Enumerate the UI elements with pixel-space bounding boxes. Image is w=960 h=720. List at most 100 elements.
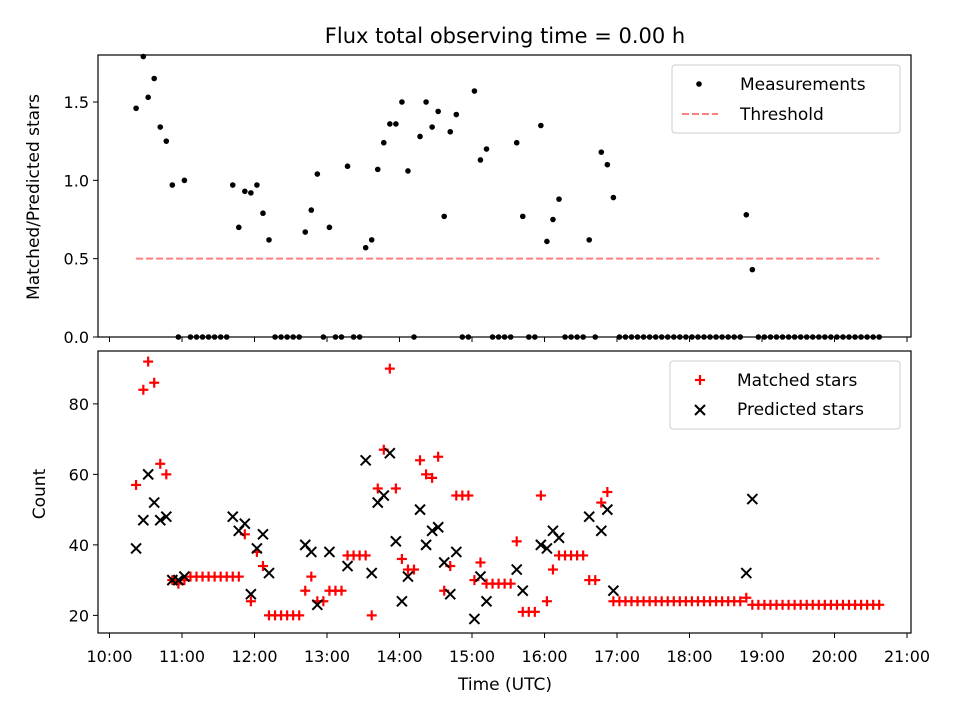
matched-point-6 [161,469,172,480]
predicted-point-2 [137,514,150,526]
measurement-point-23 [266,237,272,243]
measurement-point-59 [483,146,490,152]
predicted-point-41 [517,584,529,597]
legend-matched-label: Matched stars [737,371,857,391]
x-tick-label-9: 18:00 [666,647,712,666]
predicted-point-40 [511,563,523,576]
top-legend: Measurements Threshold [671,64,901,134]
measurement-point-58 [477,157,484,163]
matched-point-4 [149,377,160,388]
bottom-plot-marks [130,356,885,625]
measurement-point-36 [344,163,351,170]
matched-point-28 [294,610,305,621]
matched-point-102 [741,592,752,603]
legend-measurements-marker [696,81,702,87]
predicted-point-22 [359,454,372,466]
predicted-point-27 [390,535,402,548]
measurement-point-33 [326,224,333,231]
predicted-point-49 [607,584,620,597]
matched-point-51 [433,451,444,462]
x-tick-label-8: 17:00 [594,647,640,666]
predicted-point-39 [480,595,493,607]
predicted-point-45 [553,532,565,544]
predicted-point-26 [384,447,396,459]
measurement-point-6 [163,138,170,144]
measurement-point-53 [447,128,454,135]
predicted-point-28 [396,595,408,607]
predicted-point-38 [474,570,487,583]
top-y-tick-label-1: 0.0 [64,328,89,347]
chart-title: Flux total observing time = 0.00 h [325,24,685,48]
matched-point-58 [475,557,486,568]
measurement-point-29 [302,229,309,235]
bottom-axes: 20 40 60 80 10:00 11:00 12:00 13:00 14:00 15:00 16… [69,350,930,666]
measurement-point-4 [151,75,158,82]
measurement-point-54 [453,111,460,118]
matched-point-48 [415,455,426,466]
measurement-point-64 [513,139,520,146]
legend-threshold-label: Threshold [739,105,824,125]
matched-point-69 [541,596,552,607]
bottom-series-2 [130,447,759,625]
measurement-point-71 [556,196,562,202]
predicted-point-3 [142,468,154,481]
predicted-point-42 [535,539,547,551]
legend-matched-marker [695,375,705,385]
matched-point-63 [505,578,516,589]
bottom-panel: 20 40 60 80 10:00 11:00 12:00 13:00 14:00 15:00 16… [30,350,930,695]
measurement-point-46 [405,168,411,174]
predicted-point-50 [740,567,752,579]
matched-point-64 [511,536,522,547]
x-tick-label-5: 14:00 [376,647,422,666]
x-tick-label-7: 16:00 [521,647,567,666]
bottom-series-1 [131,356,885,621]
predicted-point-10 [227,510,239,523]
matched-point-101 [735,596,746,607]
measurement-point-68 [538,122,544,129]
predicted-point-48 [601,503,614,516]
measurement-point-20 [248,190,254,196]
top-y-axis-label: Matched/Predicted stars [24,94,44,300]
measurement-point-44 [393,121,399,127]
bottom-y-tick-label-4: 80 [69,395,89,414]
matched-point-2 [138,384,149,395]
matched-point-40 [366,610,377,621]
bottom-legend: Matched stars Predicted stars [669,360,901,430]
predicted-point-19 [311,599,324,611]
x-tick-label-2: 11:00 [159,647,205,666]
measurement-point-30 [308,207,315,213]
matched-point-50 [427,472,438,483]
predicted-point-36 [450,546,462,558]
matched-point-124 [874,599,885,610]
matched-point-79 [602,487,613,497]
measurement-point-9 [181,177,188,184]
matched-point-20 [245,596,256,607]
predicted-point-14 [251,542,263,555]
bottom-y-tick-label-1: 20 [69,606,89,625]
predicted-point-29 [402,570,414,583]
matched-point-70 [547,564,558,575]
matched-point-44 [390,483,401,494]
measurement-point-70 [550,216,556,223]
matched-point-3 [143,356,154,367]
measurement-point-102 [743,212,750,218]
x-tick-label-6: 15:00 [449,647,495,666]
predicted-point-9 [178,570,191,583]
measurement-point-80 [610,194,617,201]
measurement-point-31 [314,171,321,177]
matched-point-45 [396,553,407,564]
predicted-point-37 [468,613,481,625]
measurement-point-40 [368,237,375,243]
predicted-point-32 [426,525,438,537]
predicted-point-46 [583,510,595,523]
predicted-point-20 [323,546,336,558]
bottom-legend-box [669,360,901,430]
predicted-point-12 [239,518,251,530]
matched-point-56 [463,490,474,501]
top-y-tick-label-3: 1.0 [64,171,89,190]
predicted-point-13 [245,588,257,600]
legend-measurements-label: Measurements [740,75,866,95]
predicted-point-23 [366,567,378,579]
matched-point-68 [535,490,546,501]
bottom-y-axis-label: Count [30,468,50,519]
